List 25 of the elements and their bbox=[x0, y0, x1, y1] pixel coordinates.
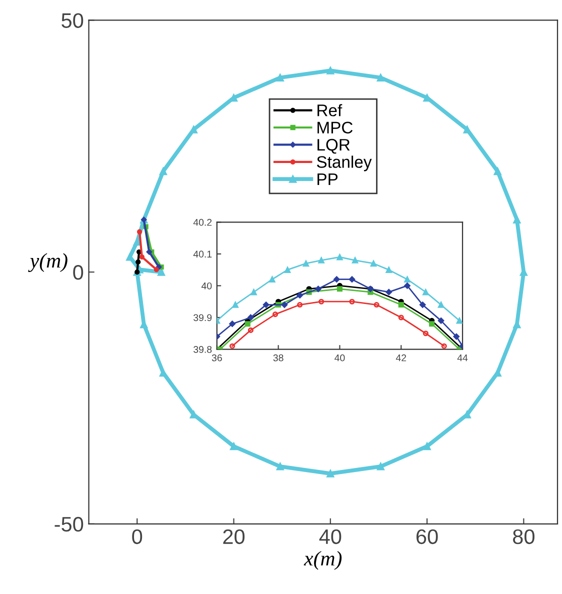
x-tick-label: 20 bbox=[223, 529, 245, 544]
y-axis-title: y(m) bbox=[28, 253, 68, 272]
x-tick-label: 42 bbox=[396, 354, 406, 362]
y-tick-label: 40.2 bbox=[193, 218, 212, 226]
x-axis-title: x(m) bbox=[304, 550, 342, 570]
x-tick-label: 40 bbox=[319, 529, 342, 544]
legend-label: PP bbox=[318, 173, 338, 185]
x-tick-label: 0 bbox=[132, 529, 142, 544]
legend-label: Ref bbox=[318, 104, 342, 116]
x-tick-label: 36 bbox=[212, 354, 222, 362]
x-tick-label: 40 bbox=[334, 354, 345, 362]
y-tick-label: 40 bbox=[201, 282, 212, 290]
legend-label: MPC bbox=[318, 122, 353, 134]
legend-label: LQR bbox=[318, 138, 350, 154]
y-tick-label: 39.9 bbox=[194, 314, 212, 322]
y-tick-label: 39.8 bbox=[194, 346, 212, 353]
x-tick-label: 60 bbox=[416, 529, 438, 544]
x-tick-label: 44 bbox=[457, 354, 468, 362]
y-tick-label: 50 bbox=[62, 13, 84, 28]
x-tick-label: 80 bbox=[513, 529, 534, 544]
x-tick-label: 38 bbox=[273, 354, 284, 362]
y-tick-label: 0 bbox=[73, 265, 84, 280]
y-tick-label: 40.1 bbox=[193, 250, 212, 258]
legend-label: Stanley bbox=[316, 156, 372, 172]
y-tick-label: -50 bbox=[54, 516, 84, 532]
